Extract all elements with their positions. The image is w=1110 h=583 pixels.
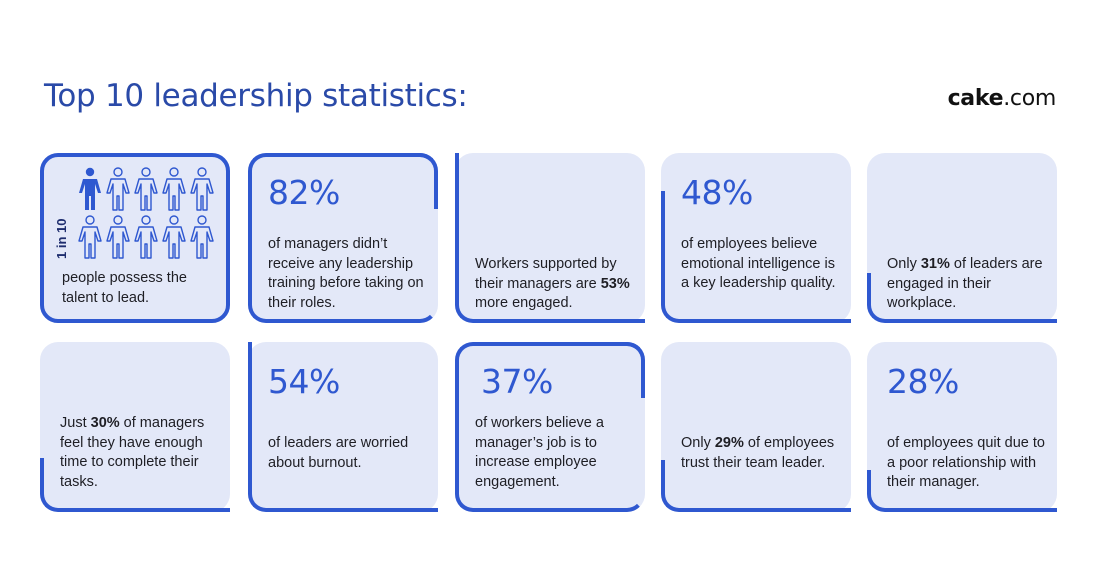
person-icon (162, 215, 186, 259)
stat-card-30-percent: Just 30% of managers feel they have enou… (40, 342, 230, 512)
stat-card-53-percent: Workers supported by their managers are … (455, 153, 645, 323)
person-icon (78, 215, 102, 259)
one-in-ten-label: 1 in 10 (54, 218, 69, 259)
stat-card-54-percent: 54% of leaders are worried about burnout… (248, 342, 438, 512)
person-icon (190, 167, 214, 211)
stat-percent: 54% (268, 362, 340, 401)
person-icon (134, 215, 158, 259)
person-icon (162, 167, 186, 211)
logo-rest: .com (1003, 86, 1056, 111)
cake-logo: cake.com (947, 86, 1057, 111)
person-icon (106, 215, 130, 259)
stat-highlight: 29% (714, 435, 744, 451)
person-icon (190, 215, 214, 259)
stat-percent: 48% (681, 173, 753, 212)
stat-percent: 28% (887, 362, 959, 401)
person-icon (106, 167, 130, 211)
stat-description: Just 30% of managers feel they have enou… (60, 415, 205, 490)
stat-highlight: 53% (600, 275, 630, 292)
stat-description: people possess the talent to lead. (62, 270, 187, 306)
stat-highlight: 31% (920, 256, 950, 272)
stat-description: of leaders are worried about burnout. (268, 435, 409, 471)
logo-bold: cake (947, 86, 1004, 111)
person-icon-filled (79, 167, 101, 210)
people-icon-grid (78, 167, 218, 259)
stat-percent: 82% (268, 173, 340, 212)
person-icon (134, 167, 158, 211)
stat-percent: 37% (481, 362, 553, 401)
stat-highlight: 30% (90, 415, 120, 431)
stat-description: of managers didn’t receive any leadershi… (268, 236, 424, 311)
stat-description: of employees quit due to a poor relation… (887, 435, 1045, 490)
stat-card-28-percent: 28% of employees quit due to a poor rela… (867, 342, 1057, 512)
stat-description: Only 29% of employees trust their team l… (681, 435, 835, 471)
stat-card-37-percent: 37% of workers believe a manager’s job i… (455, 342, 645, 512)
stat-card-82-percent: 82% of managers didn’t receive any leade… (248, 153, 438, 323)
stat-card-1-in-10: 1 in 10 people possess the talent to lea… (40, 153, 230, 323)
stat-card-29-percent: Only 29% of employees trust their team l… (661, 342, 851, 512)
stat-description: of workers believe a manager’s job is to… (475, 415, 604, 490)
page-title: Top 10 leadership statistics: (44, 78, 468, 114)
stat-card-48-percent: 48% of employees believe emotional intel… (661, 153, 851, 323)
stat-description: Workers supported by their managers are … (475, 256, 630, 311)
stat-description: of employees believe emotional intellige… (681, 236, 836, 291)
stat-card-31-percent: Only 31% of leaders are engaged in their… (867, 153, 1057, 323)
stat-description: Only 31% of leaders are engaged in their… (887, 256, 1043, 311)
